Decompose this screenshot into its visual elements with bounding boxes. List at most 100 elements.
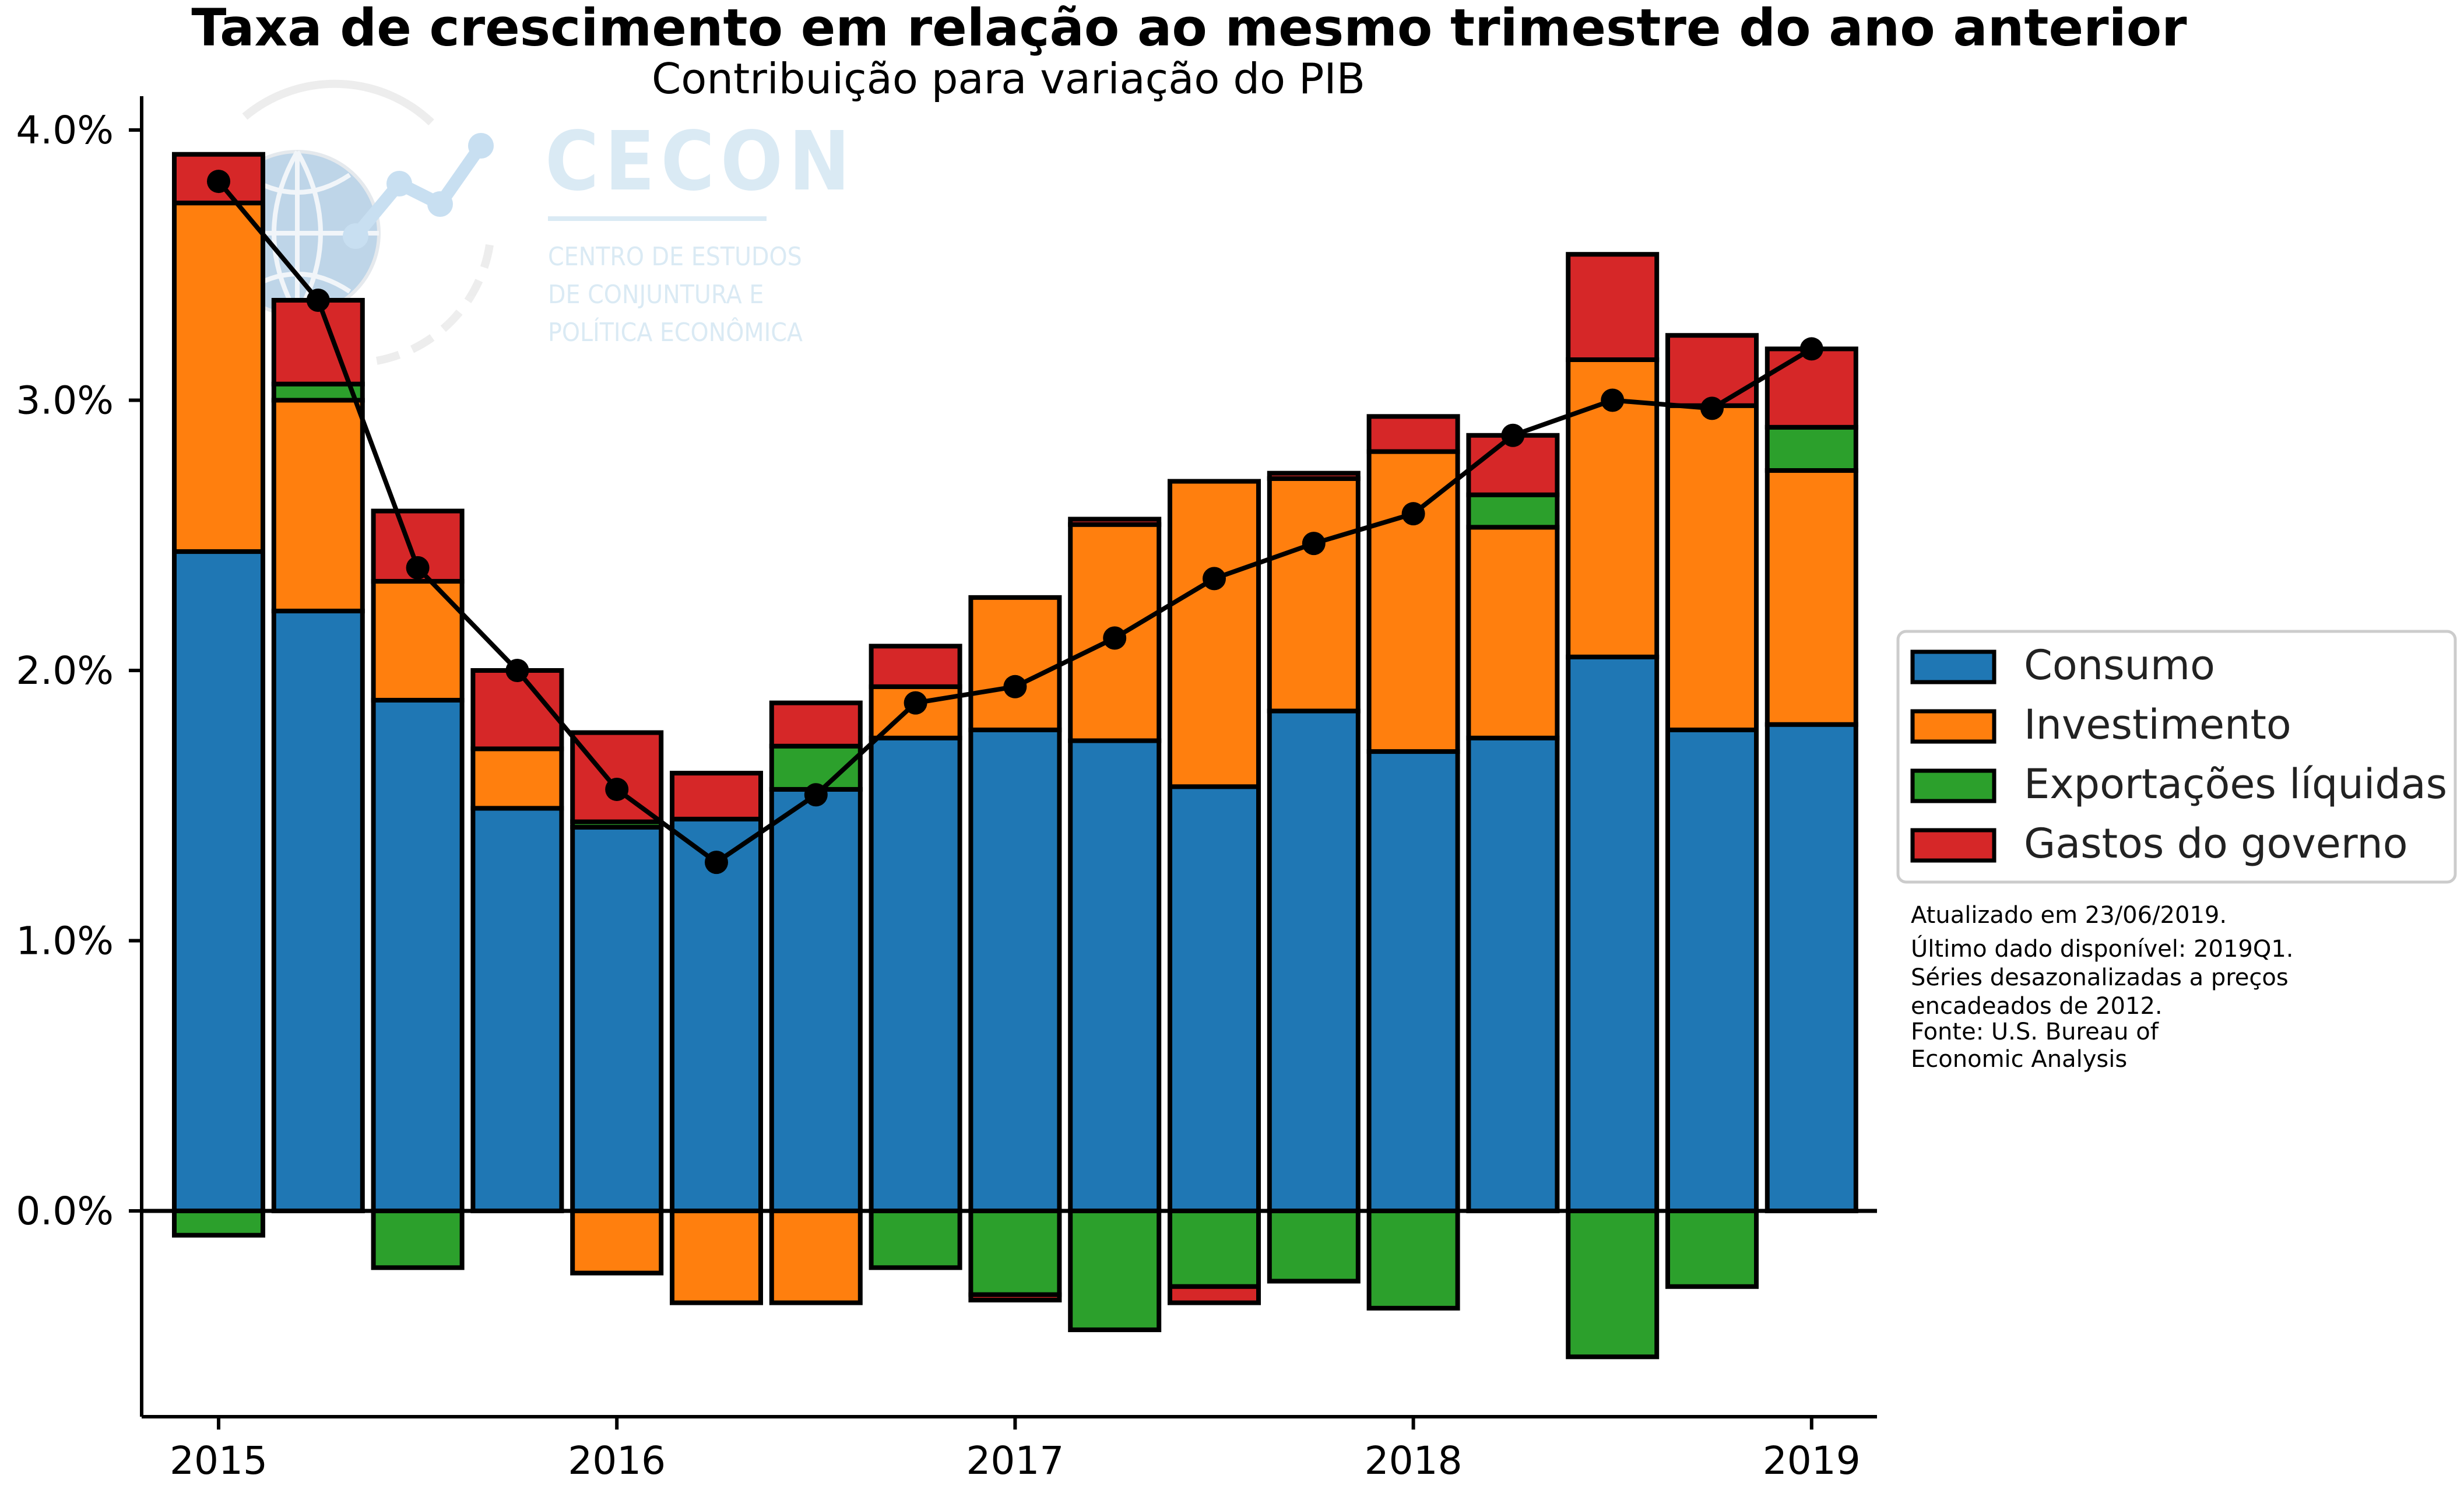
bar-investimento-2017Q4 — [1267, 476, 1361, 714]
bar-gastos-do-governo-2018Q3 — [1566, 252, 1660, 362]
bar-gastos-do-governo-2016Q3 — [769, 700, 863, 749]
bar-gastos-do-governo-2015Q2 — [271, 298, 365, 387]
bar-consumo-2015Q2 — [271, 609, 365, 1213]
bar-consumo-2018Q1 — [1366, 749, 1460, 1214]
x-tick-label: 2019 — [1763, 1438, 1861, 1483]
x-tick-label: 2015 — [170, 1438, 268, 1483]
total-point-2018Q2 — [1501, 423, 1525, 447]
legend-label-exportações-líquidas: Exportações líquidas — [2024, 760, 2447, 808]
legend-label-consumo: Consumo — [2024, 641, 2215, 689]
bar-exportações-líquidas-2018Q1 — [1366, 1209, 1460, 1311]
logo-trend-dot — [386, 171, 412, 196]
logo-line-2: DE CONJUNTURA E — [548, 280, 764, 310]
logo-name: CECON — [545, 114, 856, 209]
bar-exportações-líquidas-2018Q3 — [1566, 1209, 1660, 1360]
total-point-2016Q1 — [605, 777, 629, 801]
logo-arc — [242, 79, 434, 126]
logo-line-1: CENTRO DE ESTUDOS — [548, 242, 802, 272]
bar-gastos-do-governo-2018Q4 — [1665, 333, 1759, 408]
total-point-2018Q3 — [1601, 388, 1625, 412]
x-axis-ticks: 2015 2016 2017 2018 2019 — [170, 1417, 1861, 1483]
y-tick-label: 0.0% — [16, 1189, 114, 1234]
bar-gastos-do-governo-2017Q1 — [968, 1292, 1062, 1302]
bar-exportações-líquidas-2018Q2 — [1466, 492, 1560, 530]
bar-gastos-do-governo-2017Q4 — [1267, 470, 1361, 481]
total-point-2017Q4 — [1302, 532, 1326, 556]
total-point-2016Q3 — [804, 783, 828, 807]
y-axis-ticks: 0.0% 1.0% 2.0% 3.0% 4.0% — [16, 108, 142, 1234]
legend-label-investimento: Investimento — [2024, 701, 2291, 749]
bar-investimento-2017Q3 — [1168, 479, 1261, 789]
bar-gastos-do-governo-2017Q2 — [1068, 517, 1162, 527]
bar-exportações-líquidas-2018Q4 — [1665, 1209, 1759, 1289]
total-point-2015Q2 — [306, 289, 330, 312]
bar-consumo-2015Q3 — [371, 697, 465, 1213]
logo-arc-dashed — [372, 244, 494, 366]
bar-investimento-2015Q2 — [271, 398, 365, 614]
note-line-2: Último dado disponível: 2019Q1. — [1911, 935, 2294, 963]
bar-investimento-2015Q1 — [172, 201, 265, 554]
bar-exportações-líquidas-2015Q3 — [371, 1209, 465, 1270]
x-tick-label: 2018 — [1365, 1438, 1463, 1483]
total-point-2015Q3 — [406, 556, 430, 580]
logo-trend-dot — [427, 191, 453, 217]
bar-consumo-2016Q3 — [769, 786, 863, 1213]
bar-gastos-do-governo-2016Q1 — [570, 730, 664, 824]
logo-line-3: POLÍTICA ECONÔMICA — [548, 317, 803, 347]
logo-trend-line — [350, 142, 487, 241]
bar-consumo-2018Q2 — [1466, 735, 1560, 1213]
bar-investimento-2018Q1 — [1366, 449, 1460, 754]
total-point-2016Q4 — [904, 691, 927, 715]
legend: Consumo Investimento Exportações líquidas G… — [1896, 630, 2457, 884]
bar-exportações-líquidas-2017Q1 — [968, 1209, 1062, 1297]
total-point-2015Q1 — [207, 170, 230, 194]
note-line-4: encadeados de 2012. — [1911, 993, 2163, 1020]
bar-consumo-2018Q3 — [1566, 654, 1660, 1213]
note-line-5: Fonte: U.S. Bureau of — [1911, 1019, 2159, 1045]
bar-investimento-2018Q2 — [1466, 525, 1560, 740]
x-tick-label: 2017 — [966, 1438, 1064, 1483]
legend-swatch-consumo — [1910, 649, 1996, 684]
y-tick-label: 3.0% — [16, 378, 114, 423]
bar-investimento-2017Q1 — [968, 595, 1062, 732]
line-layer — [207, 170, 1823, 875]
bar-exportações-líquidas-2017Q2 — [1068, 1209, 1162, 1332]
total-point-2017Q2 — [1103, 626, 1127, 650]
bar-gastos-do-governo-2018Q1 — [1366, 414, 1460, 454]
legend-swatch-investimento — [1910, 709, 1996, 744]
bar-layer — [172, 152, 1858, 1360]
total-point-2015Q4 — [505, 659, 529, 682]
legend-frame — [1896, 630, 2457, 884]
bar-investimento-2015Q4 — [470, 746, 564, 811]
bar-consumo-2017Q4 — [1267, 708, 1361, 1213]
total-point-2017Q3 — [1203, 567, 1226, 591]
bar-gastos-do-governo-2016Q4 — [869, 644, 962, 689]
logo-trend-dot — [468, 133, 494, 159]
bar-consumo-2018Q4 — [1665, 727, 1759, 1213]
bar-investimento-2016Q3 — [769, 1209, 863, 1305]
bar-gastos-do-governo-2019Q1 — [1764, 346, 1858, 430]
bar-gastos-do-governo-2017Q3 — [1168, 1284, 1261, 1305]
bar-gastos-do-governo-2015Q4 — [470, 668, 564, 751]
bar-investimento-2016Q2 — [670, 1209, 763, 1305]
chart-title: Taxa de crescimento em relação ao mesmo … — [191, 0, 2187, 58]
notes: Atualizado em 23/06/2019. Último dado di… — [1911, 902, 2294, 1073]
bar-consumo-2015Q1 — [172, 549, 265, 1213]
chart-subtitle: Contribuição para variação do PIB — [652, 54, 1365, 103]
bar-consumo-2017Q1 — [968, 727, 1062, 1213]
bar-exportações-líquidas-2019Q1 — [1764, 424, 1858, 473]
legend-swatch-exportações-líquidas — [1910, 768, 1996, 803]
bar-exportações-líquidas-2015Q1 — [172, 1209, 265, 1238]
x-tick-label: 2016 — [568, 1438, 666, 1483]
total-point-2018Q1 — [1401, 502, 1425, 526]
bar-exportações-líquidas-2017Q4 — [1267, 1209, 1361, 1284]
total-point-2017Q1 — [1003, 675, 1027, 698]
bar-consumo-2019Q1 — [1764, 722, 1858, 1213]
legend-swatch-gastos-do-governo — [1910, 828, 1996, 863]
note-line-3: Séries desazonalizadas a preços — [1911, 964, 2289, 991]
y-tick-label: 4.0% — [16, 108, 114, 153]
bar-exportações-líquidas-2017Q3 — [1168, 1209, 1261, 1289]
total-point-2018Q4 — [1700, 396, 1724, 420]
total-point-2019Q1 — [1799, 337, 1823, 361]
